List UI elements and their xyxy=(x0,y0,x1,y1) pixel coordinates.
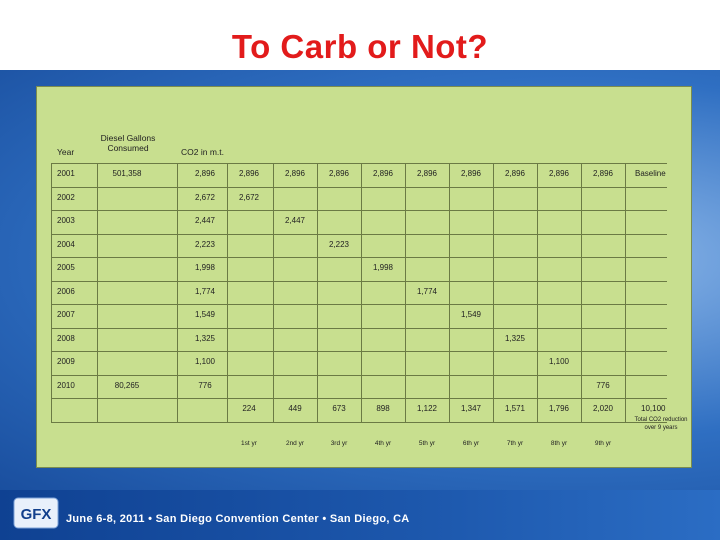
footer-bar xyxy=(0,490,720,540)
cell-year-label: 6th yr xyxy=(462,439,480,447)
cell-diagonal-value: 1,549 xyxy=(460,310,482,319)
cell-baseline-value: 2,896 xyxy=(372,169,394,178)
cell-baseline-value: 2,896 xyxy=(328,169,350,178)
gfx-logo-icon: GFX xyxy=(13,497,59,529)
cell-reduction: 2,020 xyxy=(592,404,614,413)
cell-co2: 2,672 xyxy=(194,192,216,202)
grid-line-vertical xyxy=(449,163,450,422)
cell-year: 2010 xyxy=(57,380,75,390)
grid-line-vertical xyxy=(493,163,494,422)
slide-title: To Carb or Not? xyxy=(231,28,489,65)
cell-year: 2009 xyxy=(57,357,75,366)
data-table: Year Diesel Gallons Consumed CO2 in m.t. 20… xyxy=(36,86,692,468)
grid-line-vertical xyxy=(537,163,538,422)
cell-co2: 1,998 xyxy=(194,263,216,272)
grid-line-horizontal xyxy=(51,163,667,164)
cell-year: 2005 xyxy=(57,263,75,272)
cell-reduction: 898 xyxy=(376,404,390,413)
cell-gallons: 80,265 xyxy=(114,380,140,390)
grid-line-horizontal xyxy=(51,304,667,305)
footer-text: June 6-8, 2011 • San Diego Convention Ce… xyxy=(66,513,410,525)
cell-year: 2002 xyxy=(57,192,75,202)
cell-diagonal-value: 776 xyxy=(596,380,610,390)
cell-year: 2001 xyxy=(57,169,75,178)
header-co2: CO2 in m.t. xyxy=(181,147,224,157)
header-diesel-gallons: Diesel Gallons Consumed xyxy=(100,133,156,153)
grid-line-horizontal xyxy=(51,233,667,235)
cell-co2: 1,325 xyxy=(194,333,216,343)
top-band xyxy=(0,0,720,22)
cell-gallons: 501,358 xyxy=(112,169,142,178)
grid-line-horizontal xyxy=(51,327,667,329)
svg-text:GFX: GFX xyxy=(21,506,52,523)
grid-line-vertical xyxy=(317,163,318,422)
cell-diagonal-value: 2,223 xyxy=(328,239,350,249)
cell-year: 2007 xyxy=(57,310,75,319)
cell-diagonal-value: 2,447 xyxy=(284,216,306,225)
cell-year: 2008 xyxy=(57,333,75,343)
cell-co2: 1,774 xyxy=(194,286,216,296)
cell-diagonal-value: 1,100 xyxy=(548,357,570,366)
cell-year-label: 8th yr xyxy=(550,439,568,447)
cell-co2: 1,549 xyxy=(194,310,216,319)
total-reduction: 10,100 xyxy=(641,404,666,413)
grid-line-vertical xyxy=(361,163,362,422)
cell-reduction: 1,122 xyxy=(416,404,438,413)
header-year: Year xyxy=(57,147,75,157)
cell-year: 2003 xyxy=(57,216,75,225)
cell-co2: 2,896 xyxy=(194,169,216,178)
total-reduction-note: Total CO2 reduction over 9 years xyxy=(634,417,688,431)
cell-year-label: 4th yr xyxy=(374,439,392,447)
cell-diagonal-value: 1,998 xyxy=(372,263,394,272)
cell-diagonal-value: 1,774 xyxy=(416,286,438,296)
cell-diagonal-value: 2,672 xyxy=(238,192,260,202)
cell-co2: 1,100 xyxy=(194,357,216,366)
cell-co2: 2,223 xyxy=(194,239,216,249)
cell-baseline-value: 2,896 xyxy=(284,169,306,178)
cell-co2: 776 xyxy=(198,380,212,390)
cell-baseline-value: 2,896 xyxy=(416,169,438,178)
baseline-label: Baseline xyxy=(635,169,666,178)
cell-year-label: 7th yr xyxy=(506,439,524,447)
cell-reduction: 1,571 xyxy=(504,404,526,413)
grid-line-horizontal xyxy=(51,210,667,211)
title-bar xyxy=(0,22,720,70)
cell-year-label: 3rd yr xyxy=(330,439,348,447)
cell-baseline-value: 2,896 xyxy=(238,169,260,178)
grid-line-vertical xyxy=(97,163,98,422)
grid-line-vertical xyxy=(625,163,626,422)
cell-reduction: 1,796 xyxy=(548,404,570,413)
cell-baseline-value: 2,896 xyxy=(548,169,570,178)
grid-line-vertical xyxy=(581,163,582,422)
grid-line-horizontal xyxy=(51,186,667,188)
grid-line-vertical xyxy=(405,163,406,422)
cell-reduction: 449 xyxy=(288,404,302,413)
cell-year: 2004 xyxy=(57,239,75,249)
cell-year-label: 2nd yr xyxy=(285,439,305,447)
cell-reduction: 224 xyxy=(242,404,256,413)
grid-line-horizontal xyxy=(51,351,667,352)
grid-line-horizontal xyxy=(51,374,667,376)
cell-reduction: 673 xyxy=(332,404,346,413)
cell-year-label: 9th yr xyxy=(594,439,612,447)
cell-diagonal-value: 1,325 xyxy=(504,333,526,343)
cell-year-label: 5th yr xyxy=(418,439,436,447)
grid-line-vertical xyxy=(227,163,228,422)
cell-reduction: 1,347 xyxy=(460,404,482,413)
grid-line-vertical xyxy=(273,163,274,422)
grid-line-vertical xyxy=(177,163,178,422)
cell-year-label: 1st yr xyxy=(241,439,257,447)
cell-co2: 2,447 xyxy=(194,216,216,225)
cell-baseline-value: 2,896 xyxy=(504,169,526,178)
grid-line-horizontal xyxy=(51,280,667,282)
grid-line-horizontal xyxy=(51,421,667,423)
grid-line-horizontal xyxy=(51,398,667,399)
grid-line-vertical xyxy=(51,163,52,422)
cell-baseline-value: 2,896 xyxy=(460,169,482,178)
cell-baseline-value: 2,896 xyxy=(592,169,614,178)
cell-year: 2006 xyxy=(57,286,75,296)
grid-line-horizontal xyxy=(51,257,667,258)
